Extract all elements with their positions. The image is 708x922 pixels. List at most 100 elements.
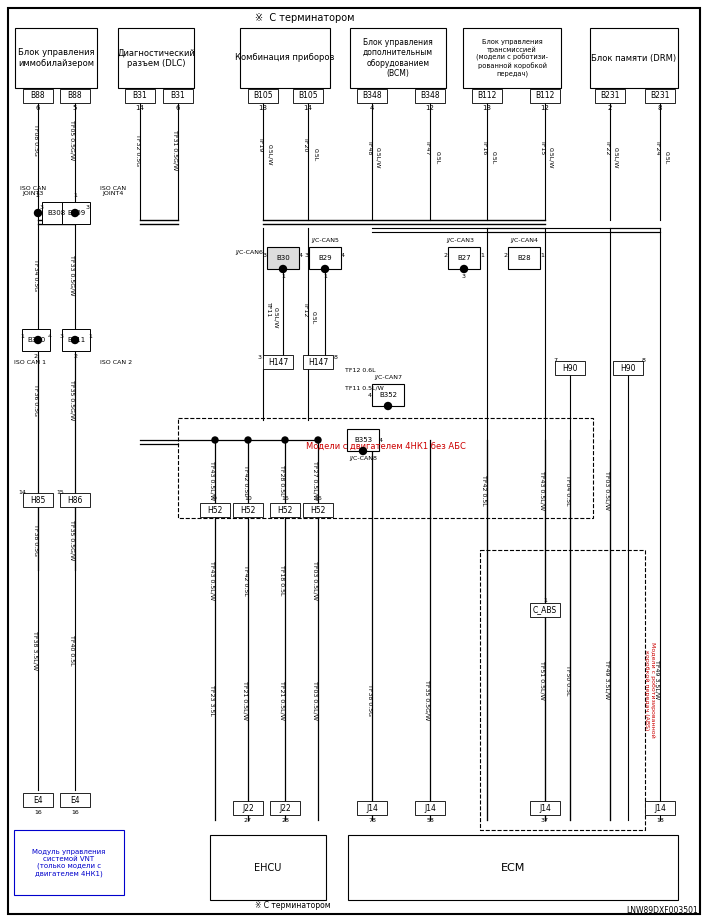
Circle shape (212, 437, 218, 443)
Text: 15: 15 (56, 490, 64, 494)
Bar (293, 89, 323, 103)
Text: 0.5L: 0.5L (312, 148, 317, 161)
Text: 0.5L/W: 0.5L/W (614, 148, 619, 169)
Circle shape (360, 447, 367, 455)
Text: 0.5L: 0.5L (491, 151, 496, 165)
Bar (347, 429, 379, 451)
Text: 2: 2 (74, 353, 78, 359)
Text: TF33 0.5G/W: TF33 0.5G/W (69, 254, 74, 295)
Text: 2: 2 (36, 193, 40, 197)
Text: 4: 4 (379, 438, 383, 443)
Text: TF11: TF11 (266, 302, 270, 317)
Text: TF43 0.5L/W: TF43 0.5L/W (210, 460, 215, 500)
Text: TF35 0.5G/W: TF35 0.5G/W (69, 380, 74, 420)
Text: 3: 3 (258, 354, 262, 360)
Text: ISO CAN
JOINT3: ISO CAN JOINT3 (20, 185, 46, 196)
Text: 58: 58 (426, 818, 434, 822)
Circle shape (35, 209, 42, 217)
Text: B88: B88 (68, 91, 82, 100)
Text: Блок управления
трансмиссией
(модели с роботизи-
рованной коробкой
передач): Блок управления трансмиссией (модели с р… (476, 40, 548, 77)
Text: TF49 3.5L/W: TF49 3.5L/W (654, 660, 659, 700)
Text: ECM: ECM (501, 862, 525, 872)
Text: 16: 16 (281, 495, 289, 501)
Text: Блок управления
иммобилайзером: Блок управления иммобилайзером (18, 48, 94, 67)
Bar (125, 89, 155, 103)
Text: TF03 0.5L/W: TF03 0.5L/W (312, 561, 317, 599)
Text: H147: H147 (308, 358, 328, 367)
Text: ISO CAN 1: ISO CAN 1 (14, 360, 46, 364)
Text: 1: 1 (88, 334, 92, 338)
Bar (60, 793, 90, 807)
Text: H52: H52 (278, 505, 292, 514)
Text: B28: B28 (517, 255, 531, 261)
Bar (267, 247, 299, 269)
Text: 7: 7 (553, 358, 557, 362)
Bar (555, 361, 585, 375)
Text: J14: J14 (539, 803, 551, 812)
Bar (508, 247, 540, 269)
Text: 0.5L/W: 0.5L/W (268, 144, 273, 166)
Text: 1: 1 (281, 274, 285, 278)
Text: H52: H52 (207, 505, 223, 514)
Bar (233, 503, 263, 517)
Text: Модели с роботизированной
коробкой передач (ABS): Модели с роботизированной коробкой перед… (644, 642, 656, 738)
Text: TF12: TF12 (302, 302, 307, 318)
Circle shape (321, 266, 329, 273)
Text: TF05 0.5G/W: TF05 0.5G/W (69, 120, 74, 160)
Text: 0.5L: 0.5L (663, 151, 668, 165)
Text: B105: B105 (253, 91, 273, 100)
Bar (248, 89, 278, 103)
Text: TF38 3.5L/W: TF38 3.5L/W (33, 631, 38, 669)
Text: 4: 4 (370, 105, 375, 111)
Circle shape (245, 437, 251, 443)
Bar (60, 493, 90, 507)
Circle shape (315, 437, 321, 443)
Text: TF04 0.5L: TF04 0.5L (564, 475, 569, 505)
Text: 3: 3 (86, 205, 90, 209)
Text: 2: 2 (607, 105, 612, 111)
Text: B352: B352 (379, 392, 397, 398)
Text: TF43 0.5L/W: TF43 0.5L/W (210, 561, 215, 599)
Text: TF19: TF19 (258, 137, 263, 153)
Text: 8: 8 (658, 105, 662, 111)
Text: 4: 4 (368, 393, 372, 397)
Text: B31: B31 (132, 91, 147, 100)
Text: TF38 0.5G: TF38 0.5G (367, 684, 372, 716)
Text: Модели с двигателем 4НК1 без АБС: Модели с двигателем 4НК1 без АБС (306, 442, 465, 451)
Bar (480, 550, 645, 830)
Text: H86: H86 (67, 495, 83, 504)
Bar (23, 89, 53, 103)
Text: 8: 8 (642, 358, 646, 362)
Text: 3: 3 (305, 253, 309, 257)
Text: 6: 6 (176, 105, 181, 111)
Text: B348: B348 (420, 91, 440, 100)
Bar (263, 355, 293, 369)
Bar (42, 202, 70, 224)
Text: J/C-CAN4: J/C-CAN4 (510, 238, 538, 242)
Text: 4: 4 (341, 253, 345, 257)
Text: TF48: TF48 (367, 140, 372, 156)
Text: B112: B112 (477, 91, 497, 100)
Text: TF51 0.5L/W: TF51 0.5L/W (539, 661, 544, 700)
Text: ※  С терминатором: ※ С терминатором (255, 13, 355, 23)
Text: B311: B311 (67, 337, 85, 343)
Text: 78: 78 (368, 818, 376, 822)
Text: J/C-CAN8: J/C-CAN8 (349, 455, 377, 460)
Text: Комбинация приборов: Комбинация приборов (235, 53, 335, 63)
Bar (415, 89, 445, 103)
Text: 0.5L/W: 0.5L/W (549, 148, 554, 169)
Bar (62, 329, 90, 351)
Text: B29: B29 (318, 255, 332, 261)
Text: B353: B353 (354, 437, 372, 443)
Text: 0.5L/W: 0.5L/W (375, 148, 380, 169)
Text: TF21 0.5L/W: TF21 0.5L/W (280, 680, 285, 719)
Bar (463, 28, 561, 88)
Text: 3: 3 (263, 253, 267, 257)
Text: 2: 2 (504, 253, 508, 257)
Text: LNW89DXF003501: LNW89DXF003501 (627, 905, 698, 915)
Text: ISO CAN
JOINT4: ISO CAN JOINT4 (100, 185, 126, 196)
Circle shape (72, 337, 79, 344)
Text: Диагностический
разъем (DLC): Диагностический разъем (DLC) (117, 48, 195, 67)
Text: B231: B231 (600, 91, 620, 100)
Bar (590, 28, 678, 88)
